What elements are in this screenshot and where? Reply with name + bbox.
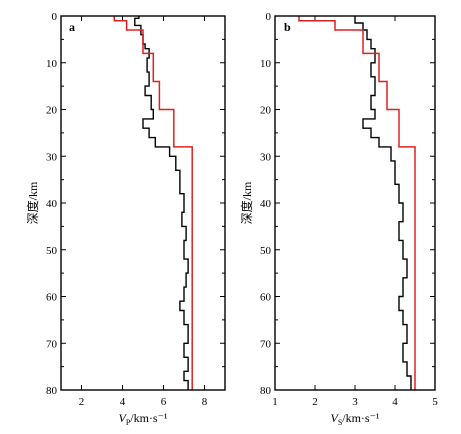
panel-a-profile-line (134, 16, 189, 390)
panel-b-x-tick-label: 2 (312, 396, 318, 408)
panel-a-y-tick-label: 0 (52, 11, 58, 23)
panel-b-tick-marks (274, 15, 436, 391)
panel-a-y-tick-label: 40 (46, 198, 58, 210)
panel-a-y-tick-label: 20 (46, 105, 58, 117)
panel-b-y-tick-label: 10 (260, 58, 272, 70)
panel-a-y-tick-label: 50 (46, 245, 58, 257)
panel-b-series (298, 16, 416, 390)
panel-b-x-label-sub: S (338, 418, 342, 427)
panel-b-x-tick-labels: 1 2 3 4 5 (272, 396, 438, 408)
panel-a-frame (60, 15, 226, 391)
panel-a-x-tick-label: 8 (202, 396, 208, 408)
panel-a-y-tick-label: 10 (46, 58, 58, 70)
panel-a-y-tick-label: 30 (46, 151, 58, 163)
panel-b-x-label-main: V (330, 411, 339, 425)
panel-b-y-axis-label: 深度/km (239, 181, 254, 224)
panel-a-x-tick-labels: 2 4 6 8 (79, 396, 208, 408)
panel-b-profile-line (354, 16, 412, 390)
panel-b-letter: b (284, 20, 291, 34)
panel-b-y-tick-label: 0 (266, 11, 272, 23)
panel-a-x-tick-label: 4 (120, 396, 126, 408)
panel-a-letter: a (69, 20, 75, 34)
panel-a-x-label-unit: /km·s⁻¹ (130, 411, 168, 425)
panel-b-y-tick-label: 40 (260, 198, 272, 210)
panel-b-x-tick-label: 1 (272, 396, 278, 408)
panel-b-x-tick-label: 4 (392, 396, 398, 408)
panel-b: b 0 10 20 30 40 50 60 70 80 1 2 3 4 5 深度/km VS/km·s⁻… (239, 11, 438, 427)
panel-a-x-tick-label: 2 (79, 396, 85, 408)
panel-a-y-tick-label: 70 (46, 338, 58, 350)
panel-a-series (113, 16, 193, 390)
panel-a-y-tick-label: 80 (46, 385, 58, 397)
panel-b-y-tick-labels: 0 10 20 30 40 50 60 70 80 (260, 11, 272, 397)
panel-b-x-tick-label: 5 (432, 396, 438, 408)
panel-a-tick-marks (61, 15, 225, 391)
panel-b-y-tick-label: 20 (260, 105, 272, 117)
panel-a-x-axis-label: VP/km·s⁻¹ (118, 411, 167, 427)
panel-a-model-line (113, 16, 193, 390)
panel-a: a 0 10 20 30 40 50 60 70 80 2 4 6 8 深度/km VP/km·s⁻¹ (25, 11, 226, 427)
panel-b-y-tick-label: 30 (260, 151, 272, 163)
panel-b-frame (274, 15, 436, 391)
panel-a-x-label-main: V (118, 411, 127, 425)
panel-b-model-line (298, 16, 416, 390)
panel-a-x-label-sub: P (126, 418, 131, 427)
panel-a-y-tick-label: 60 (46, 292, 58, 304)
panel-b-y-tick-label: 50 (260, 245, 272, 257)
panel-a-x-tick-label: 6 (161, 396, 167, 408)
panel-b-x-label-unit: /km·s⁻¹ (342, 411, 380, 425)
panel-b-y-tick-label: 70 (260, 338, 272, 350)
panel-b-y-tick-label: 80 (260, 385, 272, 397)
panel-a-y-axis-label: 深度/km (25, 181, 40, 224)
panel-b-x-axis-label: VS/km·s⁻¹ (330, 411, 379, 427)
panel-a-y-tick-labels: 0 10 20 30 40 50 60 70 80 (46, 11, 58, 397)
panel-b-x-tick-label: 3 (352, 396, 358, 408)
panel-b-y-tick-label: 60 (260, 292, 272, 304)
